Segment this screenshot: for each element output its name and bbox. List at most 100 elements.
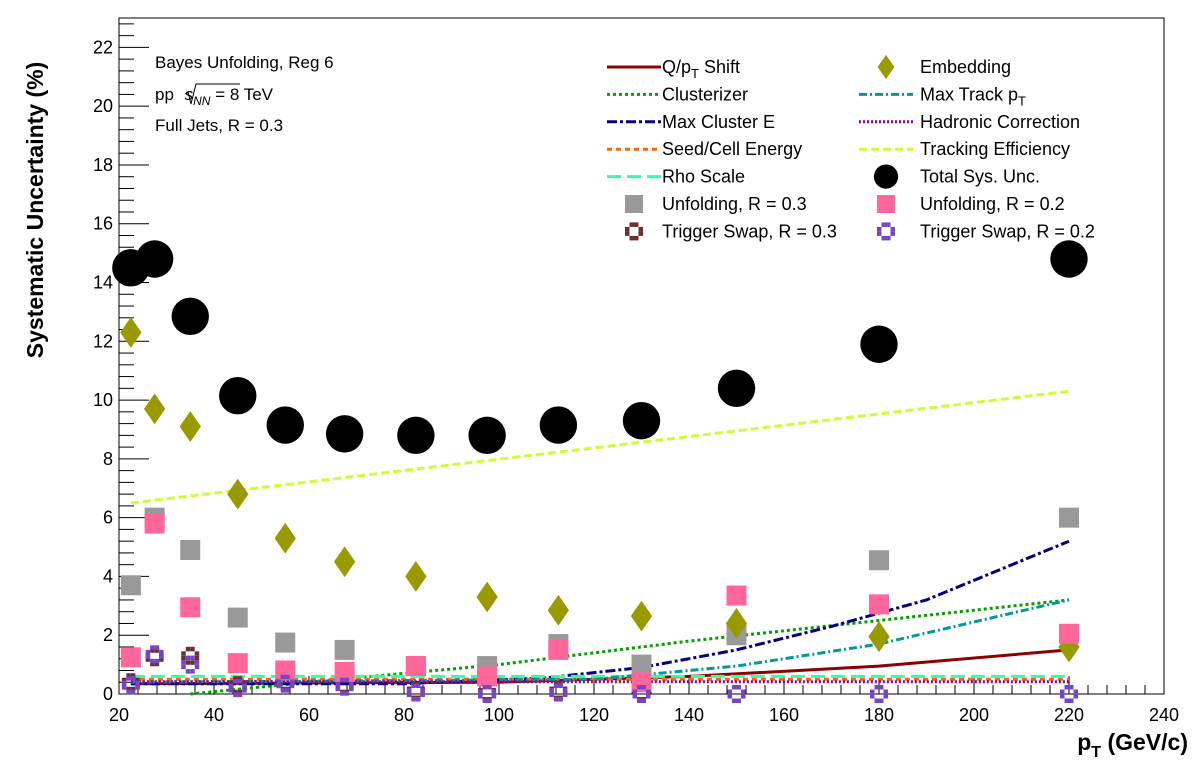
cross-block	[237, 679, 243, 684]
y-tick-label: 8	[103, 449, 113, 469]
cross-block	[242, 688, 247, 693]
cross-block	[634, 235, 639, 241]
cross-block	[228, 683, 234, 689]
data-point	[228, 679, 247, 698]
cross-block	[340, 677, 345, 683]
cross-block	[874, 698, 879, 703]
cross-block	[159, 654, 164, 659]
legend: Q/pT Shift Embedding Clusterizer Max Track …	[607, 54, 1095, 241]
x-tick-label: 80	[394, 705, 414, 725]
data-point	[121, 676, 140, 695]
data-point	[631, 672, 652, 693]
legend-marker-swatch	[877, 222, 895, 241]
cross-block	[233, 692, 238, 698]
data-point	[266, 406, 304, 444]
cross-block	[562, 688, 568, 693]
cross-block	[491, 689, 497, 694]
series-line-max-cluster-e	[130, 539, 1070, 686]
cross-block	[877, 226, 882, 232]
cross-block	[190, 669, 195, 674]
data-point	[143, 393, 166, 425]
cross-block	[629, 222, 634, 227]
series-unfolding-r-0-2	[120, 513, 1079, 693]
x-tick-label: 180	[864, 705, 894, 725]
legend-entry-tracking-efficiency: Tracking Efficiency	[859, 139, 1070, 159]
legend-entry-trigger-swap-r-0-3: Trigger Swap, R = 0.3	[625, 221, 837, 241]
cross-block	[1073, 694, 1078, 699]
legend-marker-swatch	[877, 195, 895, 213]
cross-block	[335, 686, 341, 692]
data-point	[181, 655, 200, 674]
data-point	[630, 600, 653, 632]
y-tick-label: 14	[93, 273, 113, 293]
data-point	[476, 581, 498, 613]
data-point	[227, 478, 249, 510]
cross-block	[130, 686, 136, 692]
x-tick-label: 100	[484, 705, 514, 725]
data-point	[120, 317, 142, 348]
cross-block	[237, 689, 243, 695]
data-point	[179, 411, 201, 442]
data-point	[334, 661, 355, 682]
cross-block	[741, 694, 746, 699]
data-point	[632, 685, 651, 703]
cross-block	[727, 689, 732, 694]
cross-block	[482, 698, 488, 703]
cross-block	[727, 694, 732, 699]
data-point	[227, 607, 248, 628]
x-tick-label: 20	[109, 705, 129, 725]
cross-block	[344, 677, 350, 683]
cross-block	[411, 683, 416, 689]
cross-block	[340, 691, 345, 696]
cross-block	[487, 698, 492, 703]
data-point	[334, 639, 355, 660]
data-point	[549, 683, 568, 702]
sqrt-sign	[184, 83, 240, 105]
legend-entry-embedding: Embedding	[877, 54, 1011, 80]
cross-block	[487, 685, 492, 690]
cross-block	[145, 654, 151, 659]
plot-frame	[118, 17, 1165, 695]
cross-block	[126, 689, 131, 695]
cross-block	[553, 697, 559, 702]
legend-marker-swatch	[625, 222, 643, 241]
data-point	[405, 656, 426, 677]
data-point	[144, 513, 165, 534]
y-tick-label: 2	[103, 625, 113, 645]
series-markers	[112, 240, 1088, 703]
legend-label: Seed/Cell Energy	[662, 139, 802, 159]
cross-block	[121, 685, 127, 690]
plot-annotation: Bayes Unfolding, Reg 6 pp sNN = 8 TeV Fu…	[155, 53, 334, 135]
cross-block	[130, 689, 136, 695]
cross-block	[154, 658, 160, 664]
cross-block	[478, 689, 483, 694]
cross-block	[886, 222, 891, 227]
legend-entry-trigger-swap-r-0-2: Trigger Swap, R = 0.2	[877, 221, 1095, 241]
cross-block	[415, 683, 421, 689]
cross-block	[870, 694, 875, 699]
cross-block	[890, 226, 895, 232]
cross-block	[154, 645, 160, 650]
legend-entry-seed-cell-energy: Seed/Cell Energy	[607, 139, 802, 159]
cross-block	[335, 682, 341, 687]
data-point	[1059, 507, 1079, 528]
cross-block	[185, 669, 191, 674]
series-line-max-track-p	[130, 598, 1070, 684]
legend-label: Q/pT Shift	[662, 57, 740, 81]
cross-block	[150, 658, 155, 664]
cross-block	[632, 689, 637, 694]
cross-block	[881, 235, 886, 241]
cross-block	[150, 648, 155, 653]
y-tick-label: 0	[103, 684, 113, 704]
cross-block	[406, 692, 412, 698]
cross-block	[121, 680, 127, 686]
data-point	[539, 406, 578, 444]
data-point	[478, 685, 497, 703]
cross-block	[242, 683, 247, 689]
x-axis-title: pT (GeV/c)	[1077, 729, 1188, 761]
cross-block	[411, 697, 416, 702]
cross-block	[736, 685, 741, 690]
legend-label: Tracking Efficiency	[920, 139, 1070, 159]
data-point	[631, 654, 652, 675]
